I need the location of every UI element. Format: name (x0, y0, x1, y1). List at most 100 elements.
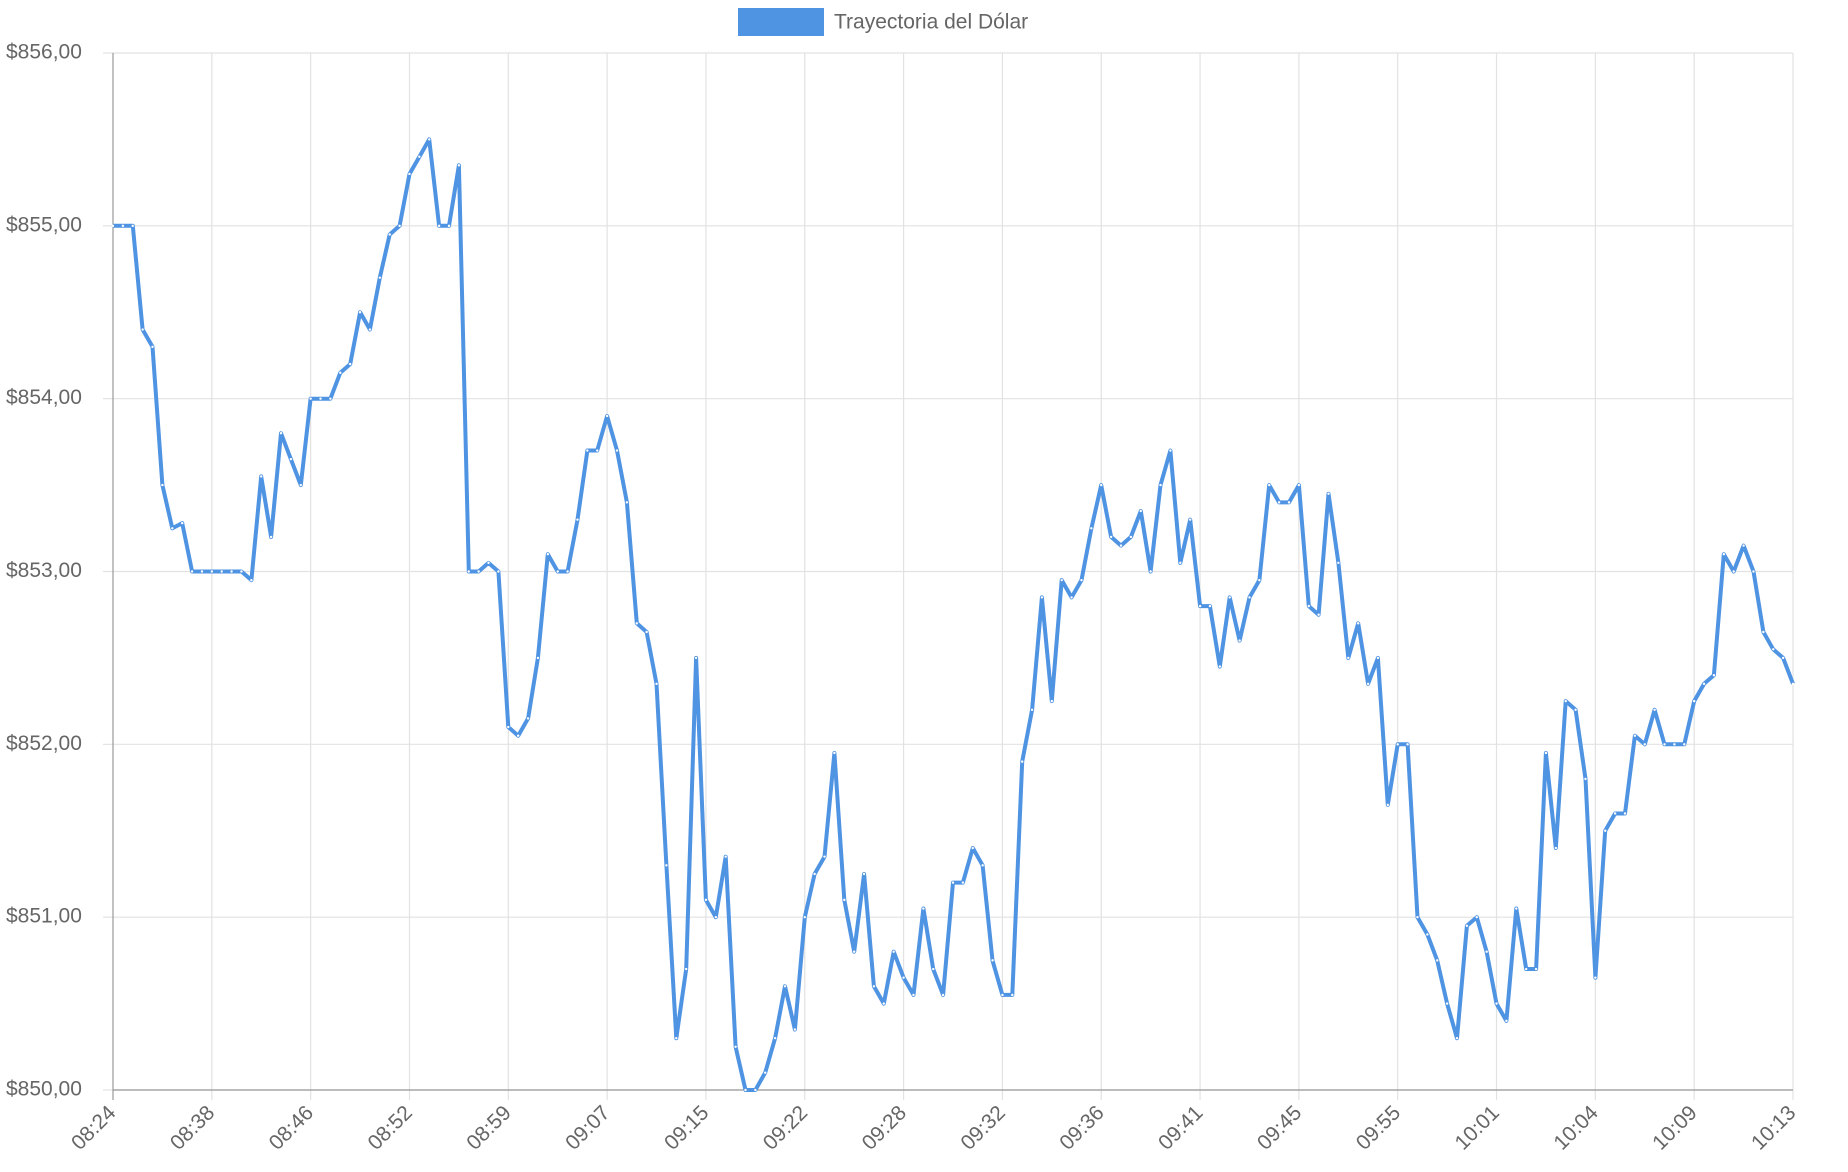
data-point (230, 570, 233, 573)
data-point (1732, 570, 1735, 573)
data-point (823, 855, 826, 858)
data-point (981, 864, 984, 867)
data-point (210, 570, 214, 573)
data-point (1742, 544, 1745, 547)
x-tick-label: 10:01 (1451, 1101, 1504, 1154)
data-point (171, 527, 174, 530)
x-tick-label: 08:52 (363, 1101, 416, 1154)
x-tick-label: 08:38 (166, 1101, 219, 1154)
data-point (1386, 803, 1390, 807)
data-point (1169, 449, 1172, 452)
data-point (872, 985, 876, 988)
data-point (862, 872, 866, 876)
data-point (852, 950, 856, 953)
data-point (1416, 915, 1419, 919)
data-point (497, 570, 500, 573)
data-point (1505, 1019, 1508, 1023)
x-tick-label: 09:32 (956, 1101, 1009, 1154)
y-tick-label: $851,00 (6, 905, 82, 928)
data-point (1702, 682, 1706, 686)
data-point (902, 976, 905, 979)
data-point (418, 155, 421, 158)
data-point (1564, 699, 1567, 703)
data-point (1060, 578, 1063, 582)
data-point (1426, 933, 1429, 936)
data-point (655, 682, 658, 686)
data-point (556, 570, 559, 573)
data-point (250, 578, 253, 582)
data-point (1277, 501, 1281, 504)
data-point (319, 397, 322, 400)
y-tick-label: $856,00 (6, 41, 82, 64)
data-point (428, 138, 431, 141)
data-point (625, 501, 629, 504)
data-point (279, 432, 283, 435)
data-point (833, 751, 836, 755)
data-point (675, 1036, 678, 1040)
data-point (1633, 734, 1637, 737)
data-point (1762, 630, 1765, 634)
data-point (1781, 656, 1785, 660)
data-point (912, 993, 915, 997)
data-point (1030, 708, 1034, 711)
data-point (615, 449, 619, 452)
data-point (1080, 578, 1083, 582)
data-point (1524, 967, 1528, 971)
data-point (605, 414, 609, 418)
y-tick-label: $852,00 (6, 732, 82, 755)
x-tick-label: 10:09 (1648, 1101, 1701, 1154)
data-point (526, 717, 530, 720)
data-point (398, 224, 401, 228)
data-point (1623, 812, 1627, 815)
data-point (1129, 535, 1133, 539)
data-point (882, 1002, 886, 1005)
data-point (1149, 570, 1152, 573)
data-point (1109, 535, 1113, 539)
x-tick-label: 10:04 (1549, 1101, 1603, 1155)
data-point (1594, 976, 1597, 979)
data-point (1465, 924, 1469, 928)
data-point (764, 1071, 767, 1074)
data-point (388, 233, 391, 236)
data-point (734, 1045, 737, 1048)
data-point (467, 570, 470, 573)
data-point (161, 483, 164, 487)
data-point (1752, 570, 1755, 573)
data-point (1584, 777, 1587, 781)
data-point (1208, 604, 1212, 608)
data-point (684, 967, 688, 971)
data-point (200, 570, 204, 573)
x-tick-label: 10:13 (1747, 1101, 1800, 1154)
data-point (1554, 846, 1558, 850)
data-point (1287, 501, 1291, 504)
data-point (922, 907, 925, 910)
data-point (1604, 829, 1607, 832)
legend-swatch (738, 8, 824, 36)
data-point (773, 1036, 777, 1040)
data-point (269, 535, 273, 539)
data-point (1090, 527, 1093, 530)
legend-label: Trayectoria del Dólar (834, 11, 1028, 34)
data-point (1179, 561, 1182, 565)
data-point (1406, 743, 1409, 746)
x-tick-label: 09:55 (1352, 1101, 1405, 1154)
data-point (724, 855, 727, 858)
data-point (1485, 950, 1488, 953)
data-point (1188, 518, 1192, 521)
data-point (1268, 483, 1271, 487)
y-tick-label: $855,00 (6, 213, 82, 236)
data-point (1050, 699, 1054, 703)
data-point (1772, 648, 1775, 651)
data-point (180, 521, 184, 525)
data-point (299, 483, 302, 487)
data-point (1475, 915, 1478, 919)
data-point (932, 967, 935, 971)
data-point (1159, 483, 1162, 487)
data-point (240, 570, 243, 573)
data-point (477, 570, 480, 573)
data-point (1376, 656, 1380, 660)
data-point (596, 449, 599, 452)
data-point (487, 561, 490, 565)
x-tick-label: 09:36 (1055, 1101, 1108, 1154)
